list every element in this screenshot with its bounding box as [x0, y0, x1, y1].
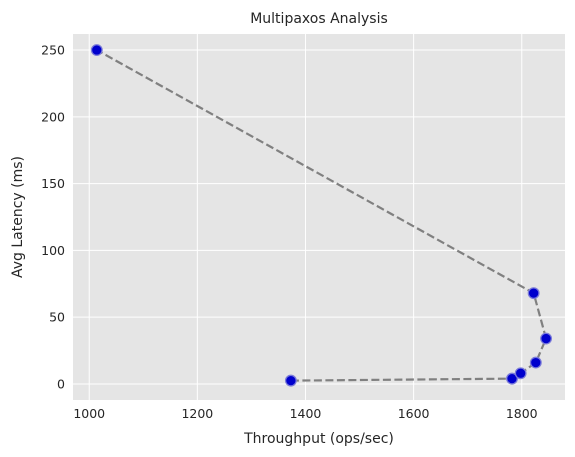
- plot-background: [73, 34, 565, 400]
- y-tick-label: 200: [41, 109, 65, 124]
- y-tick-label: 50: [49, 310, 65, 325]
- data-point: [514, 367, 527, 380]
- data-point: [529, 356, 542, 369]
- y-tick-label: 150: [41, 176, 65, 191]
- data-point: [90, 44, 103, 56]
- y-tick-label: 0: [57, 376, 65, 391]
- y-axis-ticks: 0 50 100 150 200 250: [41, 43, 65, 392]
- y-tick-label: 250: [41, 43, 65, 58]
- x-axis-ticks: 1000 1200 1400 1600 1800: [73, 406, 537, 421]
- y-axis-label: Avg Latency (ms): [10, 156, 26, 278]
- x-axis-label: Throughput (ops/sec): [243, 431, 394, 447]
- data-point: [284, 374, 297, 387]
- grid: [73, 34, 565, 400]
- data-point: [540, 332, 553, 345]
- data-point: [527, 287, 540, 300]
- chart-title: Multipaxos Analysis: [250, 11, 388, 27]
- x-tick-label: 1800: [506, 406, 538, 421]
- data-point: [506, 372, 518, 385]
- x-tick-label: 1200: [181, 406, 213, 421]
- x-tick-label: 1600: [398, 406, 430, 421]
- x-tick-label: 1000: [73, 406, 105, 421]
- series-layer: [90, 44, 553, 387]
- x-tick-label: 1400: [290, 406, 322, 421]
- y-tick-label: 100: [41, 243, 65, 258]
